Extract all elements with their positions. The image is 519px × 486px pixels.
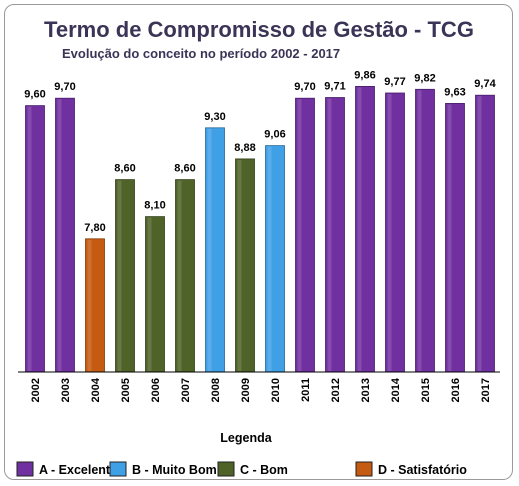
bar-highlight-2010	[267, 146, 272, 371]
bars-layer: 9,60 9,70 7,80 8,60 8,10 8,60 9,30 8,88 9,06 9,70…	[24, 69, 497, 373]
bar-highlight-2005	[117, 180, 122, 371]
legend-item-A: A - Excelente	[16, 461, 117, 477]
bar-highlight-2002	[27, 106, 32, 371]
bar-highlight-2016	[447, 104, 452, 372]
bar-highlight-2006	[147, 217, 152, 371]
x-tick-2013: 2013	[360, 378, 372, 402]
bar-highlight-2017	[477, 96, 482, 371]
data-label-2013: 9,86	[354, 69, 375, 81]
legend-swatch-C	[217, 461, 235, 477]
data-label-2009: 8,88	[234, 142, 255, 154]
x-tick-2011: 2011	[300, 378, 312, 402]
data-label-2016: 9,63	[444, 86, 465, 98]
x-tick-2003: 2003	[60, 378, 72, 402]
data-label-2008: 9,30	[204, 111, 225, 123]
legend-swatch-D	[355, 461, 373, 477]
legend-label-B: B - Muito Bom	[132, 463, 217, 477]
data-label-2015: 9,82	[414, 72, 435, 84]
legend-label-A: A - Excelente	[39, 463, 117, 477]
chart-subtitle: Evolução do conceito no período 2002 - 2…	[62, 46, 340, 61]
legend-swatch-B	[109, 461, 127, 477]
data-label-2004: 7,80	[84, 222, 105, 234]
legend-item-D: D - Satisfatório	[355, 461, 467, 477]
x-tick-2014: 2014	[390, 377, 402, 402]
x-tick-2002: 2002	[30, 378, 42, 402]
x-tick-2012: 2012	[330, 378, 342, 402]
data-label-2005: 8,60	[114, 163, 135, 175]
x-tick-labels: 2002 2003 2004 2005 2006 2007 2008 2009 2010 2011…	[30, 377, 492, 402]
data-label-2014: 9,77	[384, 76, 405, 88]
data-label-2003: 9,70	[54, 81, 75, 93]
bar-highlight-2012	[327, 98, 332, 371]
legend-title: Legenda	[220, 431, 272, 445]
legend-label-C: C - Bom	[240, 463, 288, 477]
legend-label-D: D - Satisfatório	[378, 463, 467, 477]
bar-highlight-2003	[57, 99, 62, 371]
legend-swatch-A	[16, 461, 34, 477]
legend: A - Excelente B - Muito Bom C - Bom D - Sat…	[16, 461, 467, 477]
data-label-2010: 9,06	[264, 129, 285, 141]
x-tick-2004: 2004	[90, 377, 102, 402]
x-tick-2016: 2016	[450, 378, 462, 402]
bar-highlight-2009	[237, 159, 242, 371]
bar-highlight-2004	[87, 239, 92, 371]
data-label-2006: 8,10	[144, 200, 165, 212]
x-tick-2017: 2017	[480, 378, 492, 402]
data-label-2017: 9,74	[474, 78, 496, 90]
bar-highlight-2013	[357, 87, 362, 372]
data-label-2002: 9,60	[24, 89, 45, 101]
data-label-2007: 8,60	[174, 163, 195, 175]
x-tick-2007: 2007	[180, 378, 192, 402]
bar-highlight-2014	[387, 94, 392, 371]
x-tick-2006: 2006	[150, 378, 162, 402]
x-tick-2009: 2009	[240, 378, 252, 402]
x-tick-2008: 2008	[210, 378, 222, 402]
bar-highlight-2007	[177, 180, 182, 371]
data-label-2011: 9,70	[294, 81, 315, 93]
x-tick-2005: 2005	[120, 378, 132, 402]
chart-title: Termo de Compromisso de Gestão - TCG	[44, 17, 474, 42]
data-label-2012: 9,71	[324, 81, 345, 93]
bar-highlight-2008	[207, 128, 212, 371]
legend-item-B: B - Muito Bom	[109, 461, 217, 477]
bar-highlight-2011	[297, 99, 302, 371]
x-tick-2010: 2010	[270, 378, 282, 402]
legend-item-C: C - Bom	[217, 461, 288, 477]
bar-highlight-2015	[417, 90, 422, 372]
x-tick-2015: 2015	[420, 378, 432, 402]
